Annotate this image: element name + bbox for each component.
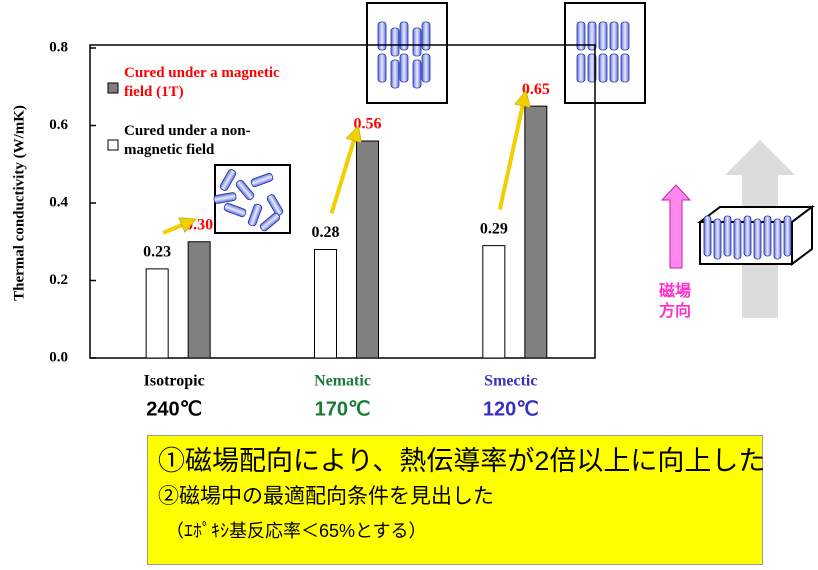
rod bbox=[576, 21, 586, 51]
trend-arrow-head bbox=[345, 124, 362, 144]
temperature-label: 240℃ bbox=[146, 398, 202, 420]
x-tick-label: Smectic bbox=[484, 373, 537, 390]
legend-entry: Cured under a magnetic field (1T) bbox=[124, 65, 280, 100]
data-label: 0.65 bbox=[522, 81, 550, 98]
note-line: ①磁場配向により、熱伝導率が2倍以上に向上した bbox=[158, 446, 766, 476]
plot-frame bbox=[89, 44, 596, 359]
trend-arrow-head bbox=[178, 217, 197, 234]
note-line: （ｴﾎﾟｷｼ基反応率＜65%とする） bbox=[166, 521, 427, 541]
inset-nematic bbox=[366, 2, 448, 104]
note-line: ②磁場中の最適配向条件を見出した bbox=[158, 485, 494, 508]
y-tick-label: 0.4 bbox=[49, 194, 68, 210]
inset-isotropic bbox=[213, 164, 291, 234]
bar bbox=[314, 249, 337, 359]
temperature-label: 170℃ bbox=[315, 398, 371, 420]
rod bbox=[377, 21, 387, 51]
rod bbox=[412, 27, 422, 57]
y-tick-label: 0.6 bbox=[49, 117, 68, 133]
note-box: ①磁場配向により、熱伝導率が2倍以上に向上した ②磁場中の最適配向条件を見出した… bbox=[147, 435, 766, 565]
rod bbox=[235, 179, 255, 201]
rod bbox=[421, 21, 431, 51]
y-tick-label: 0.0 bbox=[49, 349, 68, 365]
rod bbox=[609, 53, 619, 83]
trend-arrow-head bbox=[514, 89, 531, 108]
rod bbox=[223, 202, 247, 218]
data-label: 0.56 bbox=[354, 116, 382, 133]
rod bbox=[399, 21, 409, 51]
rod bbox=[620, 21, 630, 51]
field-arrow bbox=[660, 184, 692, 269]
rod bbox=[620, 53, 630, 83]
rod bbox=[247, 203, 263, 227]
x-tick-label: Nematic bbox=[314, 373, 371, 390]
rod bbox=[250, 172, 274, 188]
inset-smectic bbox=[564, 2, 646, 104]
data-label: 0.29 bbox=[480, 220, 508, 237]
rod bbox=[609, 21, 619, 51]
rod bbox=[587, 53, 597, 83]
rod bbox=[390, 27, 400, 57]
rod bbox=[743, 215, 752, 257]
rod bbox=[412, 59, 422, 89]
rod bbox=[259, 212, 281, 232]
y-axis-label: Thermal conductivity (W/mK) bbox=[11, 105, 27, 301]
y-tick-label: 0.2 bbox=[49, 272, 68, 288]
data-label: 0.28 bbox=[312, 224, 340, 241]
data-label: 0.23 bbox=[143, 244, 171, 261]
rod bbox=[713, 218, 722, 260]
rod bbox=[213, 192, 237, 204]
rod bbox=[733, 218, 742, 260]
y-tick-label: 0.8 bbox=[49, 39, 68, 55]
rod bbox=[421, 53, 431, 83]
trend-arrow bbox=[329, 134, 358, 215]
rod bbox=[219, 169, 237, 191]
legend-swatch bbox=[107, 82, 119, 94]
rod bbox=[753, 218, 762, 260]
bar bbox=[482, 245, 506, 359]
trend-arrow bbox=[497, 99, 526, 211]
rod bbox=[773, 218, 782, 260]
rod bbox=[703, 215, 712, 257]
rod bbox=[598, 53, 608, 83]
rod bbox=[587, 21, 597, 51]
aligned-slab bbox=[697, 205, 815, 266]
rod bbox=[598, 21, 608, 51]
temperature-label: 120℃ bbox=[483, 398, 539, 420]
bar bbox=[356, 140, 379, 359]
bar bbox=[145, 268, 169, 359]
legend-entry: Cured under a non-magnetic field bbox=[124, 123, 251, 158]
rod bbox=[783, 215, 792, 257]
bar bbox=[524, 105, 548, 359]
rod bbox=[399, 53, 409, 83]
rod bbox=[723, 215, 732, 257]
rod bbox=[763, 215, 772, 257]
field-direction-label: 磁場 方向 bbox=[658, 283, 691, 320]
legend-swatch bbox=[107, 139, 119, 151]
rod bbox=[377, 53, 387, 83]
rod bbox=[390, 59, 400, 89]
rod bbox=[576, 53, 586, 83]
bar bbox=[187, 241, 211, 359]
rod bbox=[266, 194, 284, 216]
x-tick-label: Isotropic bbox=[144, 373, 205, 390]
